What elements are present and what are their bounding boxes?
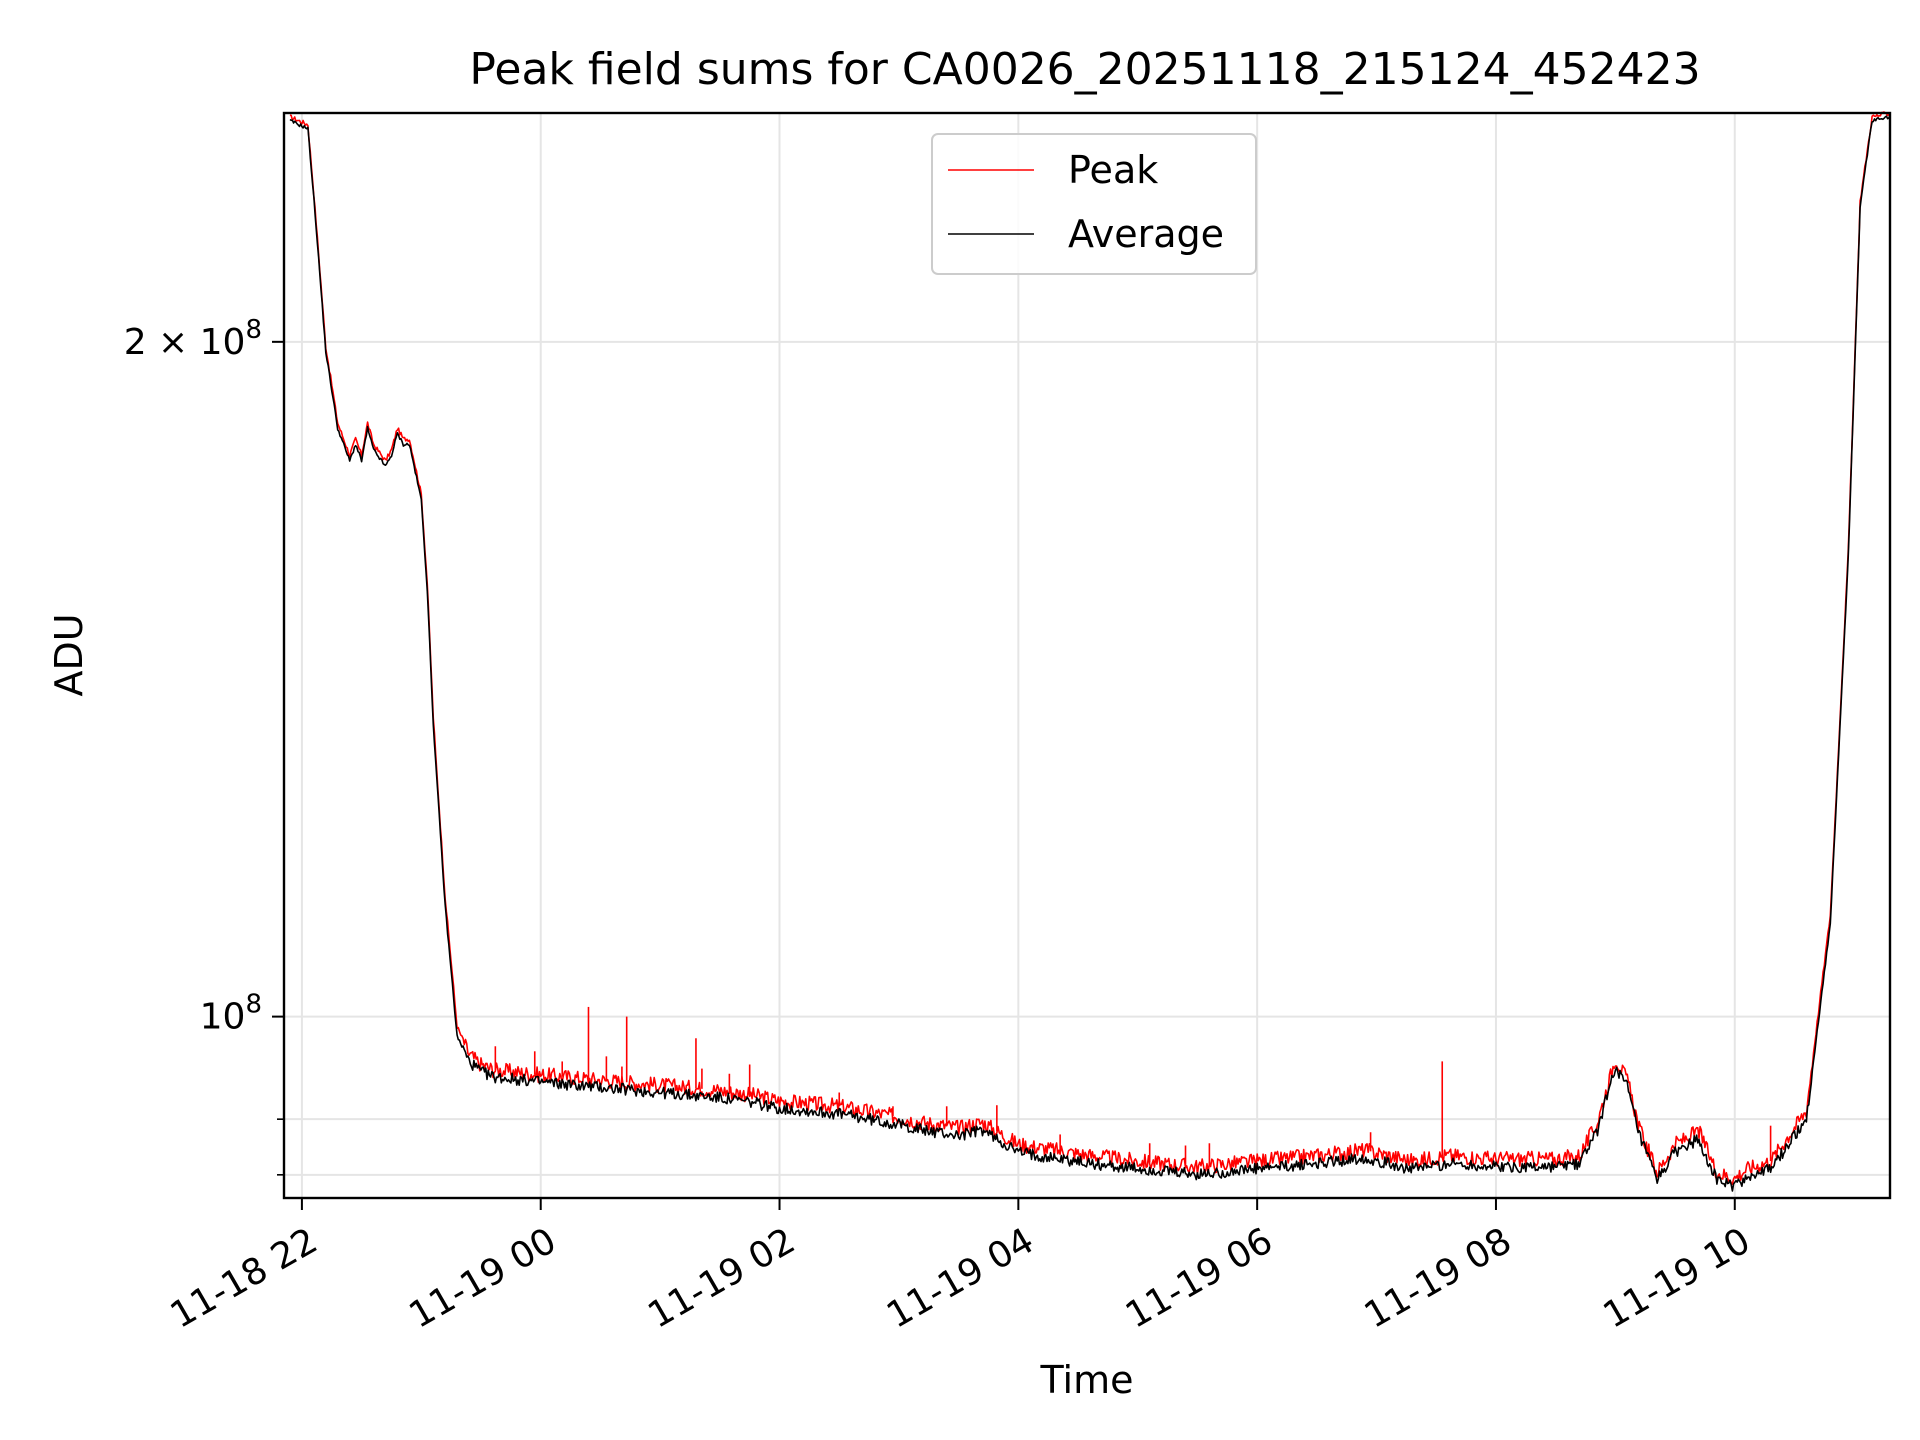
y-tick-label-1: 2 × 108 [124,315,262,363]
plot-series [289,111,1891,1192]
y-tick-exponent-1: 8 [245,315,262,345]
grid-lines [284,113,1890,1198]
legend-average-label: Average [1068,212,1224,256]
chart-title: Peak field sums for CA0026_20251118_2151… [469,44,1700,95]
legend-box [931,133,1257,275]
y-tick-exponent-0: 8 [245,990,262,1020]
average-series-line [289,114,1891,1192]
x-axis-label: Time [1040,1358,1134,1402]
plot-frame [282,111,1892,1200]
y-axis-label: ADU [47,613,91,696]
legend: Peak Average [931,133,1257,275]
legend-peak-label: Peak [1068,148,1158,192]
